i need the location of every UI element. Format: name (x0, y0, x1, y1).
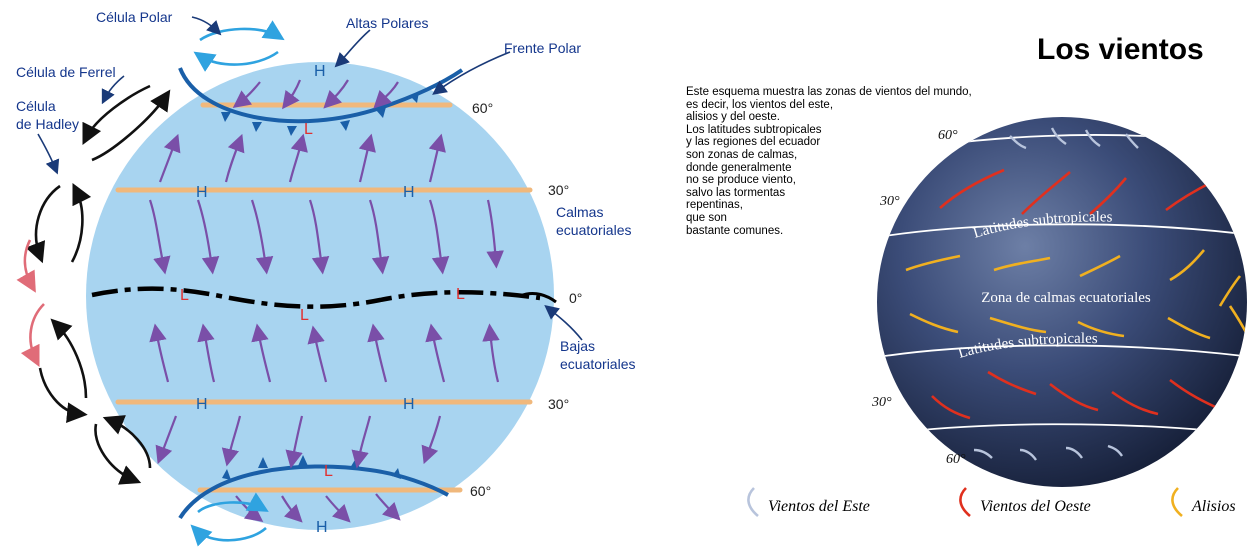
lat-30n: 30° (548, 182, 570, 198)
description-line: donde generalmente (686, 161, 792, 174)
low-eq-left: L (180, 287, 189, 304)
hadley-cell-south (38, 318, 88, 424)
label-celula-polar: Célula Polar (96, 9, 173, 25)
label-bajas-2: ecuatoriales (560, 356, 636, 372)
low-eq-right: L (456, 286, 465, 303)
lat-60s: 60° (470, 483, 492, 499)
description-line: Los latitudes subtropicales (686, 123, 822, 136)
low-north-front: L (304, 121, 313, 138)
rlat-30s: 30° (872, 395, 892, 410)
equator-line (91, 286, 541, 309)
description-line: salvo las tormentas (686, 186, 786, 199)
description-line: alisios y del oeste. (686, 111, 780, 124)
legend-swatches (747, 487, 1183, 517)
lat-60n: 60° (472, 100, 494, 116)
polar-cell-south (190, 492, 269, 547)
label-bajas-1: Bajas (560, 338, 596, 354)
hadley-cell-north (25, 183, 92, 264)
hadley-cell-south-pink (20, 303, 45, 367)
high-30s-right: H (403, 396, 415, 413)
label-calmas-2: ecuatoriales (556, 222, 632, 238)
label-celula-hadley-2: de Hadley (16, 116, 80, 132)
rlat-60s: 60° (946, 452, 966, 467)
rlat-30n: 30° (880, 194, 900, 209)
zone-label-calmas: Zona de calmas ecuatoriales (981, 290, 1151, 306)
page-title: Los vientos (1037, 33, 1204, 66)
description-line: es decir, los vientos del este, (686, 98, 834, 111)
description-line: bastante comunes. (686, 224, 784, 237)
lat-30s: 30° (548, 396, 570, 412)
description-line: son zonas de calmas, (686, 148, 798, 161)
hadley-cell-north-pink (16, 239, 36, 293)
rlat-60n: 60° (938, 128, 958, 143)
label-celula-ferrel: Célula de Ferrel (16, 64, 116, 80)
description-line: repentinas, (686, 199, 743, 212)
low-eq-mid: L (300, 307, 309, 324)
lat-0: 0° (569, 290, 583, 306)
legend-alisios: Alisios (1192, 498, 1236, 515)
label-pointers (37, 16, 583, 341)
description-text: Este esquema muestra las zonas de viento… (686, 86, 1006, 237)
description-line: no se produce viento, (686, 174, 796, 187)
label-celula-hadley-1: Célula (16, 98, 56, 114)
high-south-polar: H (316, 519, 328, 536)
easterlies-arrows (973, 127, 1139, 461)
description-line: y las regiones del ecuador (686, 136, 821, 149)
legend-vientos-este: Vientos del Este (768, 498, 870, 515)
earth-globe (86, 62, 554, 530)
label-altas-polares: Altas Polares (346, 15, 429, 31)
wind-zones-globe (877, 117, 1247, 487)
ferrel-cell-north (82, 84, 171, 162)
polar-cell-north (193, 20, 285, 72)
high-north-polar: H (314, 63, 326, 80)
trade-winds-arrows (905, 249, 1247, 341)
high-30n-left: H (196, 184, 208, 201)
high-30n-right: H (403, 184, 415, 201)
label-frente-polar: Frente Polar (504, 40, 582, 56)
polar-front-south (178, 455, 449, 520)
high-30s-left: H (196, 396, 208, 413)
pressure-markers: H L H H L L L H H L H (180, 63, 465, 536)
description-line: Este esquema muestra las zonas de viento… (686, 86, 972, 98)
description-line: que son (686, 211, 727, 224)
low-south-front: L (324, 463, 333, 480)
legend-vientos-oeste: Vientos del Oeste (980, 498, 1091, 515)
ferrel-cell-south (94, 415, 152, 485)
label-calmas-1: Calmas (556, 204, 604, 220)
